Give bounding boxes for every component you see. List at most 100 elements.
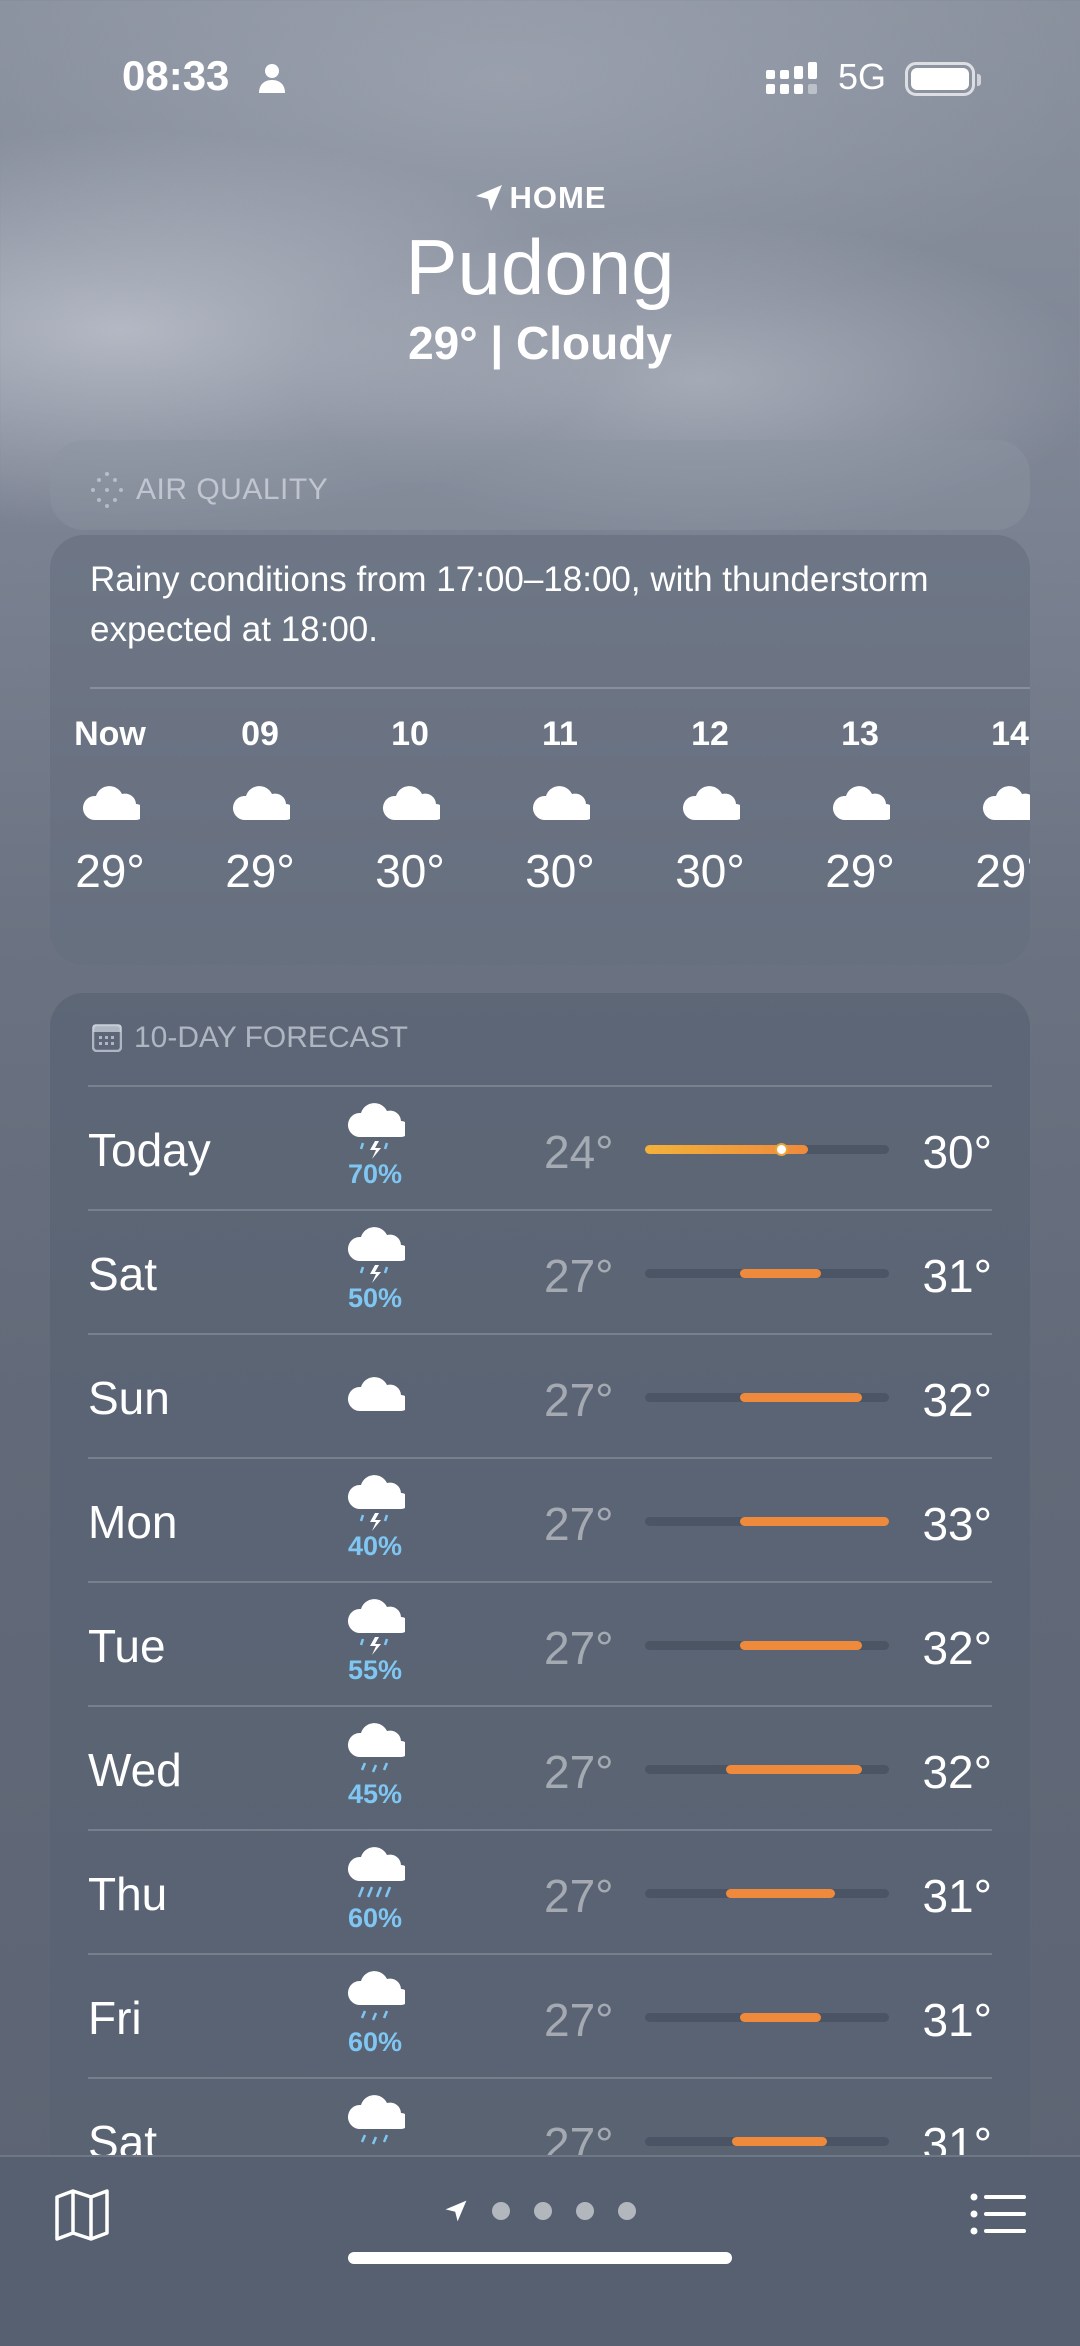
location-arrow-icon [445,2200,467,2222]
cloud-icon [233,786,290,820]
page-indicator[interactable] [0,2199,1080,2223]
low-temp: 24° [544,1126,614,1178]
hour-temp: 29° [975,845,1030,897]
cloud-icon [383,786,440,820]
city-name: Pudong [405,223,675,311]
home-label: HOME [509,180,607,215]
hourly-item: 09 29° [200,715,320,898]
temp-range-bar [726,1765,862,1774]
forecast-summary: Rainy conditions from 17:00–18:00, with … [90,560,929,649]
person-icon [259,64,285,93]
low-temp: 27° [544,1498,614,1550]
precip-chance: 55% [347,1655,403,1685]
temp-range-track [645,2137,889,2146]
hourly-item: Now 29° [50,715,170,898]
temp-range-track [645,1269,889,1278]
precip-chance: 40% [347,1531,403,1561]
location-arrow-icon [475,185,502,211]
ten-day-forecast-card[interactable]: 10-DAY FORECAST Today 70% 24° 30° Sat 50%… [50,993,1030,2346]
hour-temp: 30° [375,845,445,897]
precip-chance: 70% [347,1159,403,1189]
temp-range-bar [739,2013,822,2022]
hour-label: 11 [542,715,578,753]
cloud-rain-icon [348,1723,405,1773]
hour-label: 12 [691,715,729,753]
high-temp: 33° [922,1498,992,1550]
cloud-bolt-rain-icon [348,1599,405,1655]
forecast-row[interactable]: Fri 60% 27° 31° [88,1953,992,2077]
status-bar: 08:33 5G [0,52,1080,108]
hour-temp: 30° [675,845,745,897]
calendar-icon [92,1024,122,1052]
temp-range-track [645,1393,889,1402]
hour-label: 09 [241,715,279,753]
list-icon[interactable] [970,2193,1026,2235]
hour-label: 13 [841,715,879,753]
low-temp: 27° [544,1870,614,1922]
divider [90,687,1030,689]
cloud-bolt-rain-icon [348,1227,405,1283]
hour-label: 14 [991,715,1029,753]
air-quality-title: AIR QUALITY [136,473,329,506]
cloud-bolt-rain-icon [348,1475,405,1531]
forecast-row[interactable]: Thu 60% 27° 31° [88,1829,992,1953]
air-quality-card[interactable]: AIR QUALITY [50,440,1030,530]
page-dot[interactable] [534,2202,552,2220]
high-temp: 32° [922,1374,992,1426]
temp-range-bar [726,1889,835,1898]
forecast-row[interactable]: Sat 50% 27° 31° [88,1209,992,1333]
map-icon[interactable] [54,2189,110,2241]
temp-range-bar [731,2137,827,2146]
cloud-heavy-rain-icon [348,1847,405,1898]
low-temp: 27° [544,1746,614,1798]
forecast-row[interactable]: Wed 45% 27° 32° [88,1705,992,1829]
hourly-item: 13 29° [800,715,920,898]
forecast-row[interactable]: Today 70% 24° 30° [88,1085,992,1209]
hour-label: Now [74,715,146,753]
cloud-bolt-rain-icon [348,1103,405,1159]
page-dot[interactable] [492,2202,510,2220]
day-label: Today [88,1124,211,1176]
high-temp: 31° [922,1994,992,2046]
location-header: HOME Pudong 29° | Cloudy [0,180,1080,370]
high-temp: 31° [922,1870,992,1922]
hourly-forecast-card[interactable]: Rainy conditions from 17:00–18:00, with … [50,535,1030,965]
temp-range-track [645,2013,889,2022]
hour-label: 10 [391,715,429,753]
forecast-row[interactable]: Tue 55% 27° 32° [88,1581,992,1705]
bottom-toolbar [0,2155,1080,2346]
day-label: Sat [88,1248,158,1300]
temp-range-track [645,1641,889,1650]
low-temp: 27° [544,1374,614,1426]
forecast-row[interactable]: Mon 40% 27° 33° [88,1457,992,1581]
day-label: Sun [88,1372,170,1424]
home-indicator[interactable] [348,2252,732,2264]
hour-temp: 29° [825,845,895,897]
clock: 08:33 [122,52,230,99]
forecast-row[interactable]: Sun 27° 32° [88,1333,992,1457]
cloud-rain-icon [348,2095,405,2145]
current-conditions: 29° | Cloudy [408,317,672,369]
hourly-item: 14 29° [950,715,1030,898]
hour-temp: 29° [75,845,145,897]
temp-range-bar [739,1641,862,1650]
battery-icon [905,62,981,96]
current-temp-marker [774,1143,788,1156]
temp-range-bar [739,1517,889,1526]
cloud-icon [533,786,590,820]
page-dot[interactable] [618,2202,636,2220]
temp-range-track [645,1143,889,1156]
day-label: Thu [88,1868,168,1920]
cloud-icon [348,1377,405,1411]
high-temp: 32° [922,1622,992,1674]
hourly-item: 12 30° [650,715,770,898]
hour-temp: 29° [225,845,295,897]
page-dot[interactable] [576,2202,594,2220]
high-temp: 31° [922,1250,992,1302]
high-temp: 32° [922,1746,992,1798]
cloud-icon [83,786,140,820]
low-temp: 27° [544,1250,614,1302]
temp-range-track [645,1765,889,1774]
low-temp: 27° [544,1994,614,2046]
ten-day-title: 10-DAY FORECAST [134,1021,408,1054]
